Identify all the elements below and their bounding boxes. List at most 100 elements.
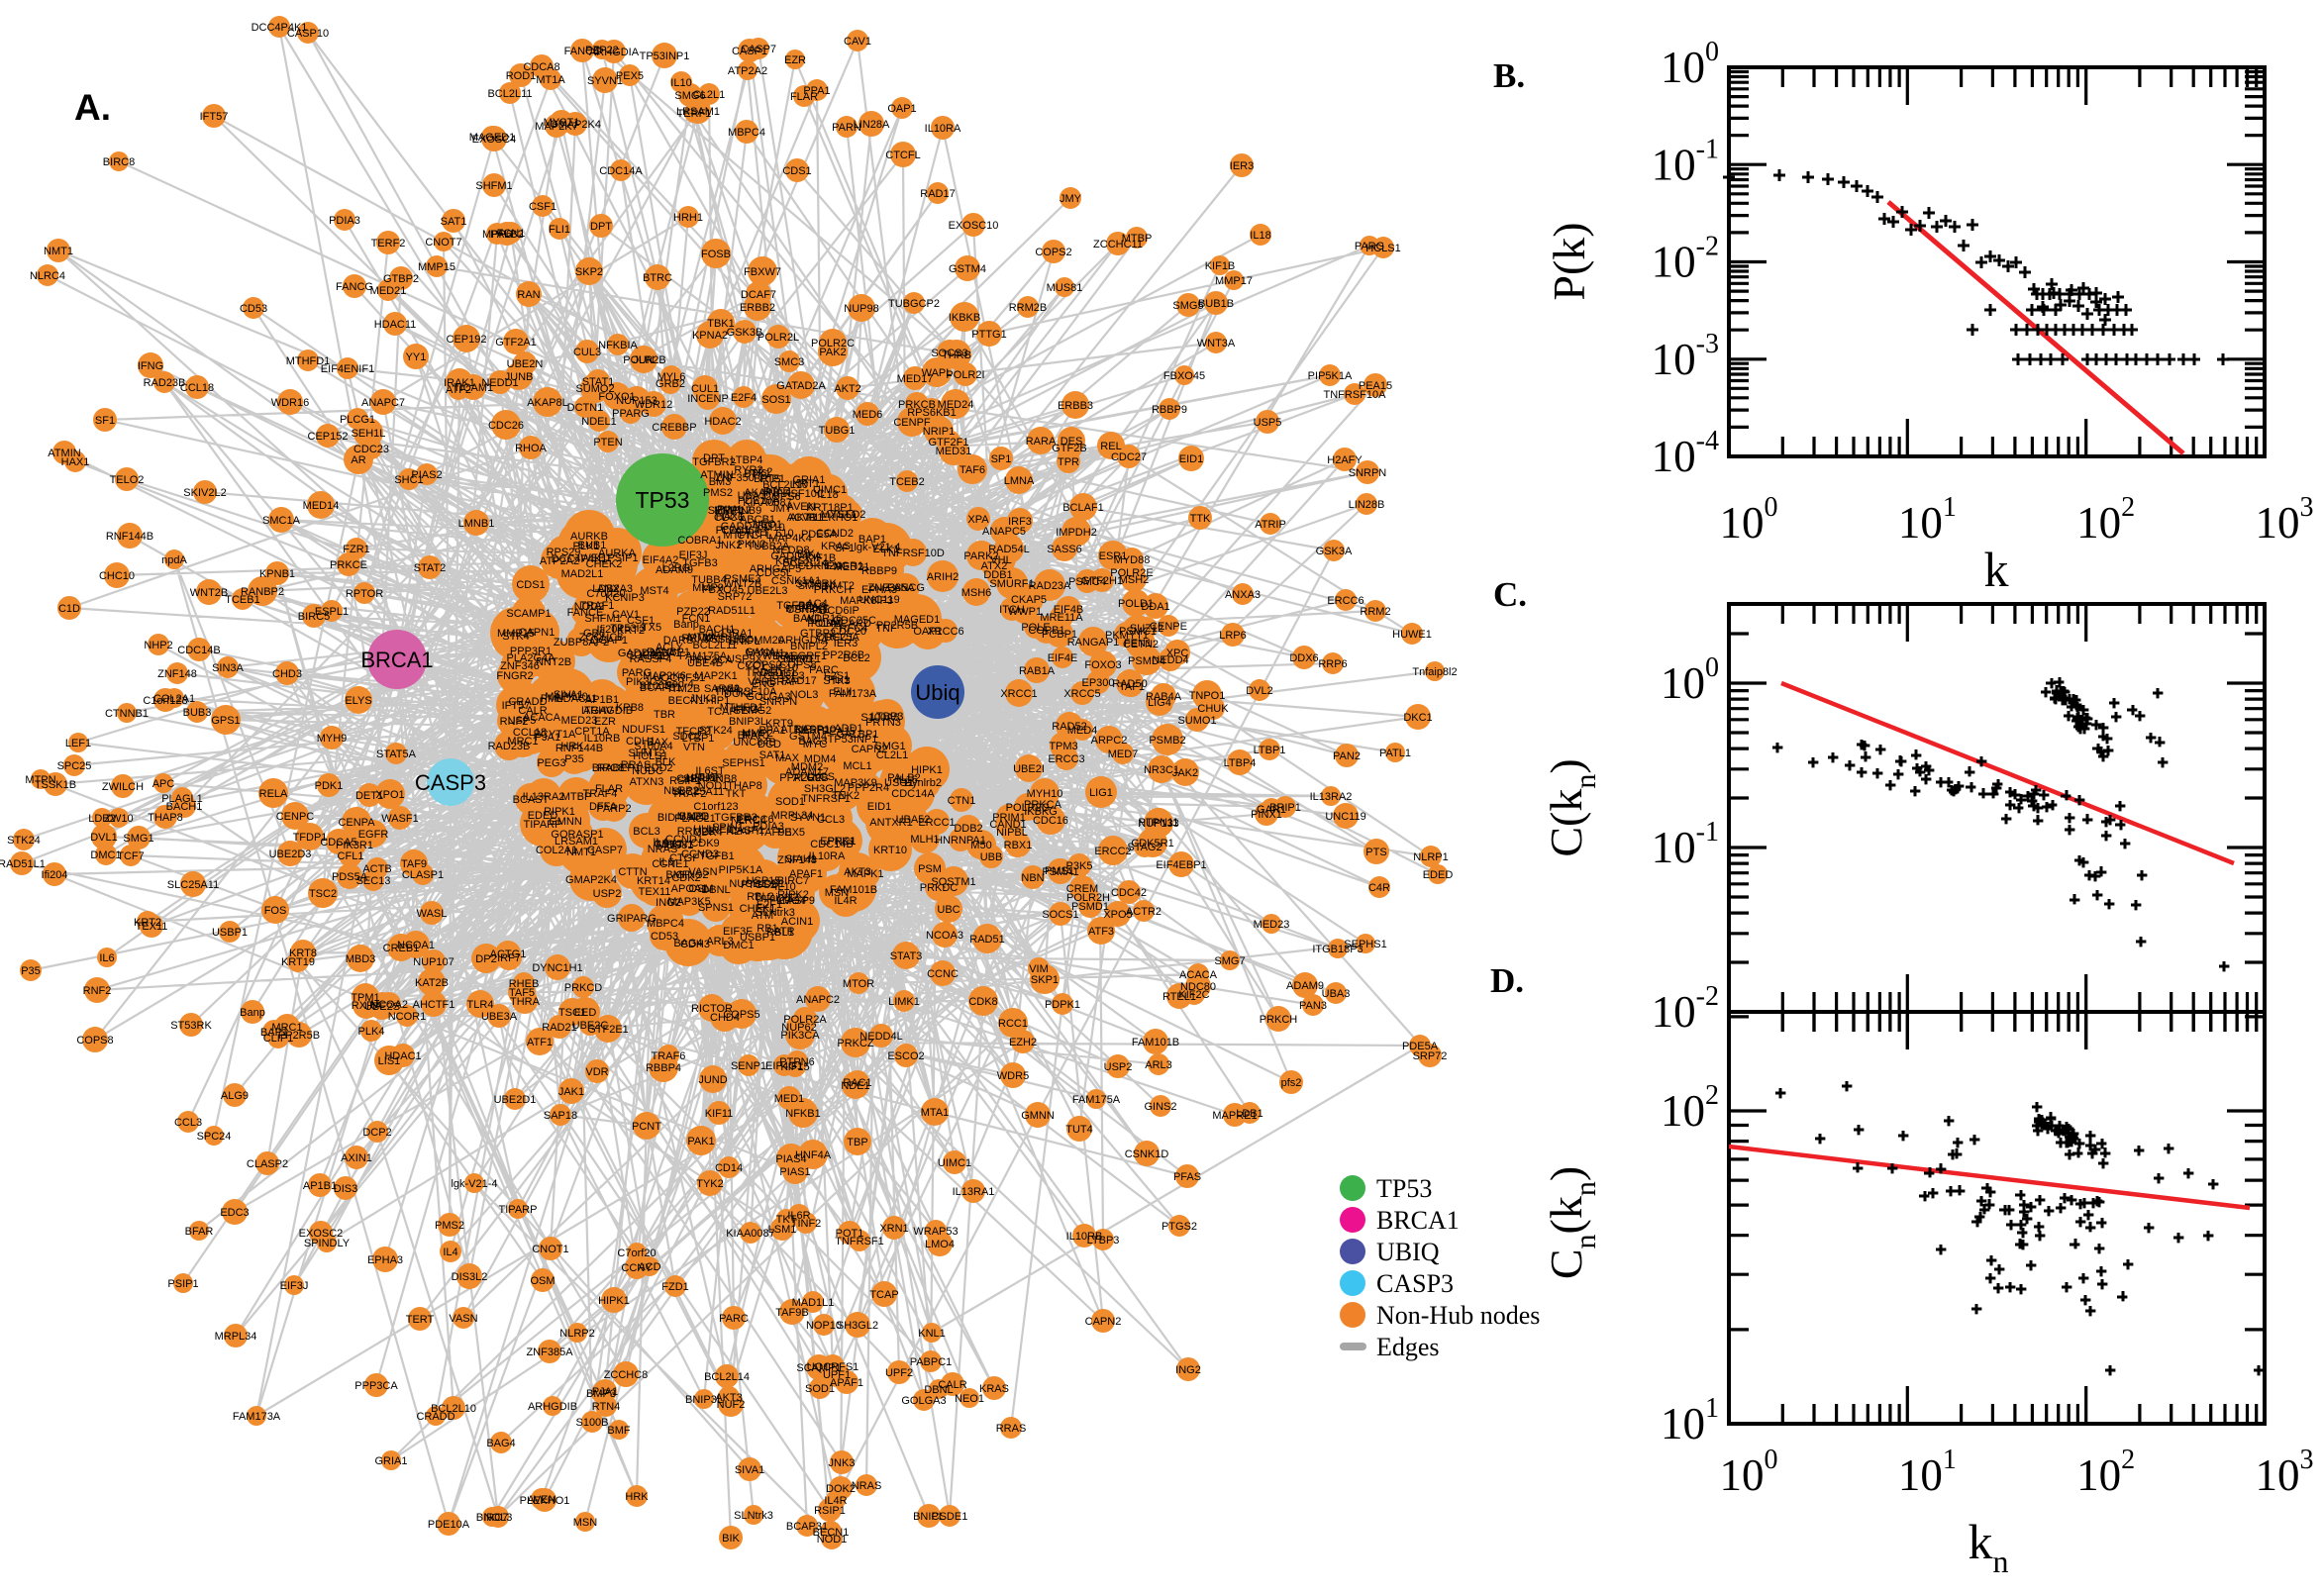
svg-text:PFAS: PFAS (798, 601, 826, 613)
svg-text:RELA: RELA (259, 788, 288, 800)
svg-text:POLA1: POLA1 (807, 618, 842, 630)
svg-text:AKAP8: AKAP8 (744, 487, 778, 499)
svg-text:npdA: npdA (715, 683, 741, 695)
svg-text:FAM173A: FAM173A (233, 1411, 281, 1423)
svg-text:UBA3: UBA3 (1322, 988, 1351, 1000)
svg-text:UBE2S: UBE2S (364, 1001, 400, 1013)
svg-text:CSNK1D: CSNK1D (1125, 1148, 1169, 1160)
svg-text:CENPE: CENPE (1150, 621, 1187, 633)
svg-text:KPNA2: KPNA2 (692, 330, 728, 342)
svg-text:EIF4B: EIF4B (1054, 604, 1084, 616)
svg-text:PIP5K1A: PIP5K1A (1308, 370, 1353, 382)
svg-text:NLRP1: NLRP1 (1413, 851, 1448, 863)
svg-text:FZD1: FZD1 (661, 1281, 689, 1293)
svg-text:KIAA0087: KIAA0087 (743, 497, 792, 509)
svg-text:lgk-V21-4: lgk-V21-4 (451, 1178, 497, 1190)
svg-text:BECN1: BECN1 (813, 1527, 850, 1539)
svg-text:RBL2: RBL2 (747, 891, 774, 903)
svg-text:IL6R: IL6R (699, 772, 722, 784)
svg-text:A.: A. (74, 87, 111, 128)
svg-text:Non-Hub nodes: Non-Hub nodes (1376, 1301, 1540, 1330)
svg-text:PSMB2: PSMB2 (1149, 735, 1185, 747)
svg-text:RBBP4: RBBP4 (646, 1062, 681, 1074)
svg-text:FBXO45: FBXO45 (702, 584, 744, 596)
svg-text:GRIPARG: GRIPARG (607, 913, 656, 925)
svg-text:RRM2B: RRM2B (677, 826, 716, 838)
svg-text:GADD45G: GADD45G (721, 521, 773, 533)
svg-text:DCAF7: DCAF7 (741, 289, 776, 301)
svg-text:XRCC6: XRCC6 (927, 626, 963, 638)
svg-text:RFC4: RFC4 (840, 623, 868, 635)
svg-text:XRCC5: XRCC5 (1063, 688, 1100, 700)
svg-text:GPS1: GPS1 (211, 715, 240, 727)
svg-text:TAF9B: TAF9B (758, 827, 791, 839)
svg-text:RHOA: RHOA (515, 443, 547, 454)
svg-text:SOD1: SOD1 (775, 796, 805, 808)
svg-text:MMP9: MMP9 (692, 582, 724, 594)
svg-text:LMO4: LMO4 (925, 1239, 955, 1250)
svg-text:DYNC1H1: DYNC1H1 (532, 962, 582, 974)
svg-text:CENPA: CENPA (338, 817, 375, 829)
svg-text:RICTOR: RICTOR (691, 1003, 733, 1015)
svg-text:THAP8: THAP8 (727, 780, 761, 792)
svg-text:TIPARP: TIPARP (499, 1204, 538, 1216)
svg-text:RANBP1: RANBP1 (647, 647, 690, 658)
svg-text:UBIQ: UBIQ (1376, 1238, 1440, 1266)
svg-text:MYD88: MYD88 (1114, 554, 1151, 566)
svg-text:MED1: MED1 (774, 1093, 805, 1105)
svg-text:SQSTM1: SQSTM1 (931, 876, 975, 888)
svg-text:PDK1: PDK1 (315, 780, 344, 792)
svg-text:PCYT1A: PCYT1A (534, 729, 576, 741)
svg-text:INCENP: INCENP (687, 393, 729, 405)
svg-text:CHD3: CHD3 (272, 668, 302, 680)
svg-text:ANAPC2: ANAPC2 (796, 994, 840, 1006)
svg-text:PRKCZ: PRKCZ (837, 1038, 874, 1049)
svg-text:EIF3J: EIF3J (280, 1280, 309, 1292)
svg-text:CNOT7: CNOT7 (425, 237, 461, 249)
svg-text:NOL3: NOL3 (484, 1512, 513, 1524)
svg-text:LMO4: LMO4 (776, 895, 806, 907)
svg-text:RBBP9: RBBP9 (861, 565, 897, 577)
svg-text:CETN2: CETN2 (1123, 639, 1159, 650)
svg-text:APC: APC (152, 778, 175, 790)
svg-text:PP2R6B: PP2R6B (823, 649, 864, 661)
svg-text:SIN3A: SIN3A (212, 662, 244, 674)
svg-text:CHC10: CHC10 (99, 570, 135, 582)
svg-text:BAG4: BAG4 (486, 1438, 515, 1449)
svg-text:PAK1: PAK1 (687, 1136, 714, 1147)
svg-text:CDC14A: CDC14A (599, 165, 643, 177)
svg-text:CDC14B: CDC14B (177, 645, 220, 656)
svg-text:TBP: TBP (847, 1137, 867, 1148)
svg-text:AP1B1: AP1B1 (585, 694, 619, 706)
svg-text:pfs2: pfs2 (1281, 1077, 1302, 1089)
svg-text:BRCA1: BRCA1 (1376, 1206, 1460, 1235)
svg-text:TRAF2: TRAF2 (672, 788, 707, 800)
svg-text:UBE2L3: UBE2L3 (748, 585, 788, 597)
svg-text:TSC2: TSC2 (309, 888, 337, 900)
svg-text:PLK4: PLK4 (358, 1026, 385, 1038)
svg-text:WDR16: WDR16 (804, 613, 843, 625)
svg-text:UNC119: UNC119 (858, 594, 899, 606)
svg-text:PEX5: PEX5 (777, 827, 805, 839)
svg-text:JAK2: JAK2 (1172, 767, 1198, 779)
svg-text:SERPINB9: SERPINB9 (708, 505, 761, 517)
svg-text:PPP3CA: PPP3CA (354, 1380, 398, 1392)
svg-text:PSMC4: PSMC4 (1068, 576, 1106, 588)
svg-text:ADAM9: ADAM9 (1286, 980, 1324, 992)
svg-text:PARC: PARC (809, 664, 839, 676)
svg-text:GRIA1: GRIA1 (374, 1455, 407, 1467)
svg-text:MED7: MED7 (1108, 748, 1139, 760)
svg-text:XPO1: XPO1 (375, 789, 404, 801)
svg-text:NRAS: NRAS (852, 1480, 882, 1492)
svg-text:MYC: MYC (803, 739, 828, 750)
svg-text:TPR: TPR (1058, 456, 1079, 468)
svg-text:RAD17: RAD17 (781, 675, 816, 687)
svg-text:ARIH2: ARIH2 (927, 571, 959, 583)
svg-text:KIAA0087: KIAA0087 (726, 1228, 775, 1240)
svg-text:PDPK1: PDPK1 (1045, 999, 1080, 1011)
svg-text:TERT: TERT (406, 1314, 435, 1326)
svg-text:CFL1: CFL1 (338, 850, 364, 862)
svg-text:NUP107: NUP107 (413, 956, 454, 968)
svg-text:NDEL1: NDEL1 (581, 416, 616, 428)
svg-text:FANCE: FANCE (567, 607, 604, 619)
